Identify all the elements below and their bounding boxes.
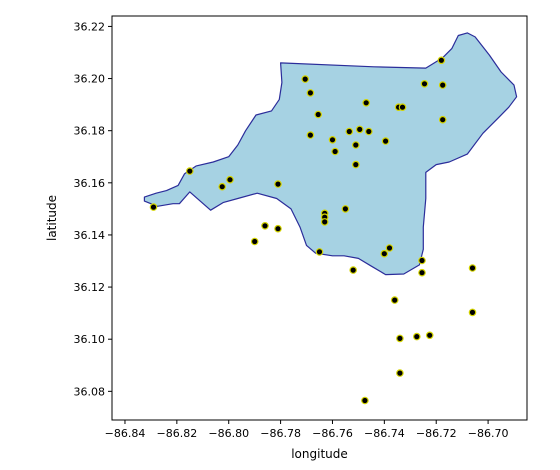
scatter-point	[355, 125, 364, 134]
scatter-point	[274, 180, 282, 188]
scatter-point	[341, 205, 350, 213]
scatter-point	[438, 81, 447, 89]
scatter-point	[345, 127, 354, 136]
y-tick-label: 36.16	[74, 177, 106, 190]
scatter-point	[314, 110, 323, 119]
scatter-point	[396, 369, 404, 377]
scatter-point	[361, 396, 369, 405]
x-tick-label: −86.84	[105, 427, 146, 440]
scatter-point	[385, 244, 394, 252]
scatter-point	[349, 266, 358, 274]
scatter-point	[301, 75, 310, 83]
scatter-point	[261, 222, 269, 230]
y-tick-label: 36.22	[74, 20, 106, 33]
scatter-point	[306, 89, 315, 97]
scatter-point	[351, 141, 360, 149]
scatter-point	[306, 131, 315, 139]
x-axis: −86.84 −86.82 −86.80 −86.78 −86.76 −86.74 −86.…	[105, 420, 509, 440]
scatter-point	[149, 203, 158, 211]
scatter-point	[315, 248, 324, 256]
scatter-point	[320, 218, 329, 226]
scatter-point	[226, 175, 234, 184]
scatter-point	[328, 136, 337, 144]
scatter-point	[418, 256, 426, 265]
plot-frame	[111, 15, 528, 421]
scatter-point	[468, 308, 477, 317]
scatter-point	[437, 56, 446, 65]
scatter-point	[420, 80, 429, 88]
y-tick-label: 36.20	[74, 73, 106, 86]
scatter-points	[149, 56, 477, 405]
scatter-point	[412, 332, 421, 341]
scatter-point	[396, 334, 404, 343]
scatter-point	[438, 115, 447, 124]
y-tick-label: 36.12	[74, 281, 106, 294]
scatter-point	[362, 99, 371, 107]
y-tick-label: 36.18	[74, 125, 106, 138]
y-tick-label: 36.08	[74, 385, 106, 398]
x-tick-label: −86.80	[208, 427, 249, 440]
scatter-point	[186, 167, 194, 175]
scatter-point	[381, 137, 390, 145]
scatter-point	[468, 264, 477, 272]
scatter-point	[390, 296, 399, 304]
y-tick-label: 36.14	[74, 229, 106, 242]
scatter-point	[398, 103, 407, 112]
x-tick-label: −86.82	[156, 427, 197, 440]
y-axis: 36.08 36.10 36.12 36.14 36.16 36.18 36.20 36.22	[74, 20, 112, 398]
x-tick-label: −86.76	[312, 427, 353, 440]
y-axis-label: latitude	[45, 195, 59, 241]
scatter-point	[351, 160, 360, 169]
x-axis-label: longitude	[291, 447, 348, 461]
scatter-point	[274, 224, 282, 233]
y-tick-label: 36.10	[74, 333, 106, 346]
x-tick-label: −86.78	[260, 427, 301, 440]
scatter-point	[364, 127, 373, 136]
x-tick-label: −86.72	[416, 427, 457, 440]
scatter-point	[425, 331, 434, 340]
scatter-point	[218, 182, 227, 191]
x-tick-label: −86.70	[468, 427, 509, 440]
scatter-point	[250, 237, 259, 246]
scatter-point	[418, 268, 426, 277]
neighborhood-boundary	[143, 32, 518, 276]
scatter-point	[380, 249, 389, 258]
scatter-point	[331, 147, 339, 156]
x-tick-label: −86.74	[364, 427, 405, 440]
